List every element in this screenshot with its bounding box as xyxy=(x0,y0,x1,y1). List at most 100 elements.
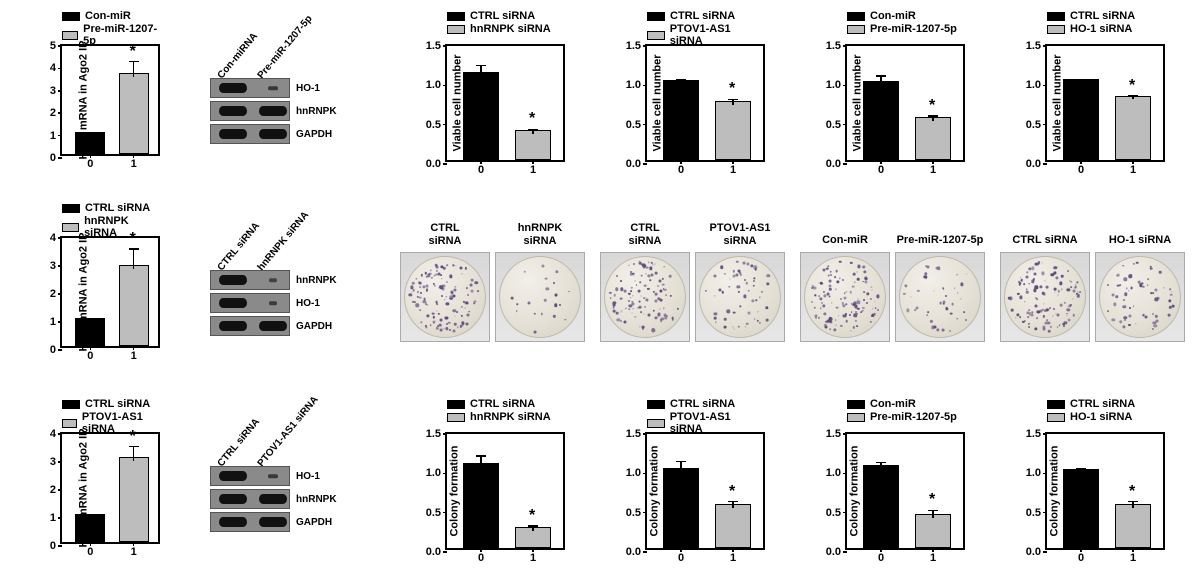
legend-swatch xyxy=(447,413,465,422)
plate-header: CTRLsiRNA xyxy=(628,222,661,247)
blot-row-label: hnRNPK xyxy=(296,494,337,505)
blot-row: HO-1 xyxy=(210,466,337,486)
plate-header: PTOV1-AS1siRNA xyxy=(710,222,771,247)
y-tick-label: 0.5 xyxy=(426,507,447,519)
legend-swatch xyxy=(1047,12,1065,21)
legend-label: Pre-miR-1207-5p xyxy=(870,411,957,423)
y-tick-label: 0.0 xyxy=(826,158,847,170)
y-tick-label: 0.0 xyxy=(1026,158,1047,170)
blot-row: HO-1 xyxy=(210,78,337,98)
y-tick-label: 1.0 xyxy=(1026,79,1047,91)
plot-area: Viable cell number0.00.51.01.50*1 xyxy=(645,44,765,162)
blot-row-label: hnRNPK xyxy=(296,106,337,117)
x-tick-label: 1 xyxy=(730,548,736,564)
x-tick-label: 1 xyxy=(131,154,137,170)
plot-area: Viable cell number0.00.51.01.50*1 xyxy=(445,44,565,162)
bar-chart: CTRL siRNAhnRNPK siRNAColony formation0.… xyxy=(445,432,565,550)
plate-header: CTRLsiRNA xyxy=(428,222,461,247)
legend-swatch xyxy=(1047,400,1065,409)
western-blot: CTRL siRNAhnRNPK siRNAhnRNPKHO-1GAPDH xyxy=(210,270,337,339)
blot-band xyxy=(219,494,247,504)
significance-star: * xyxy=(130,44,136,60)
blot-lane-header: Con-miRNA xyxy=(216,31,260,81)
y-tick-label: 2 xyxy=(50,288,62,300)
colony-plate xyxy=(800,252,890,342)
dish xyxy=(1004,256,1086,338)
legend-label: Pre-miR-1207-5p xyxy=(870,23,957,35)
y-tick-label: 0.0 xyxy=(626,546,647,558)
y-tick-label: 0.5 xyxy=(826,507,847,519)
x-tick-label: 1 xyxy=(131,346,137,362)
y-tick-label: 1.0 xyxy=(426,467,447,479)
y-tick-label: 0.0 xyxy=(1026,546,1047,558)
blot-band xyxy=(219,129,247,139)
blot-gel xyxy=(210,293,290,313)
blot-gel xyxy=(210,512,290,532)
x-tick-label: 1 xyxy=(131,542,137,558)
bar xyxy=(119,457,149,542)
x-tick-label: 1 xyxy=(530,160,536,176)
chart-legend: CTRL siRNAHO-1 siRNA xyxy=(1047,10,1135,36)
y-tick-label: 0.0 xyxy=(426,546,447,558)
legend-label: CTRL siRNA xyxy=(670,398,735,410)
x-tick-label: 1 xyxy=(1130,160,1136,176)
colony-plate xyxy=(895,252,985,342)
bar-chart: CTRL siRNAHO-1 siRNAViable cell number0.… xyxy=(1045,44,1165,162)
blot-row-label: HO-1 xyxy=(296,298,320,309)
blot-row: GAPDH xyxy=(210,124,337,144)
bar-chart: Con-miRPre-miR-1207-5pHO-1 mRNA in Ago2 … xyxy=(60,44,160,156)
legend-swatch xyxy=(647,31,665,40)
x-tick-label: 1 xyxy=(530,548,536,564)
blot-row: hnRNPK xyxy=(210,270,337,290)
significance-star: * xyxy=(1129,78,1135,94)
legend-label: CTRL siRNA xyxy=(1070,10,1135,22)
y-tick-label: 1.5 xyxy=(626,40,647,52)
colony-plate xyxy=(695,252,785,342)
y-tick-label: 0 xyxy=(50,540,62,552)
legend-label: CTRL siRNA xyxy=(470,10,535,22)
blot-row: GAPDH xyxy=(210,512,337,532)
y-tick-label: 1.5 xyxy=(1026,40,1047,52)
y-axis-label: Colony formation xyxy=(449,445,461,536)
legend-label: hnRNPK siRNA xyxy=(470,23,551,35)
blot-band xyxy=(219,275,247,285)
bar-chart: CTRL siRNAPTOV1-AS1 siRNAHO-1 mRNA in Ag… xyxy=(60,432,160,544)
plate-header: Pre-miR-1207-5p xyxy=(897,234,984,247)
plot-area: Colony formation0.00.51.01.50*1 xyxy=(845,432,965,550)
blot-row-label: HO-1 xyxy=(296,471,320,482)
blot-band xyxy=(269,278,277,282)
bar xyxy=(663,468,699,548)
blot-row-label: GAPDH xyxy=(296,517,332,528)
x-tick-label: 1 xyxy=(1130,548,1136,564)
blot-row-label: GAPDH xyxy=(296,129,332,140)
bar-chart: CTRL siRNAhnRNPK siRNAHO-1 mRNA in Ago2 … xyxy=(60,236,160,348)
plot-area: Colony formation0.00.51.01.50*1 xyxy=(1045,432,1165,550)
y-tick-label: 2 xyxy=(50,484,62,496)
colony-plate xyxy=(495,252,585,342)
bar-chart: Con-miRPre-miR-1207-5pViable cell number… xyxy=(845,44,965,162)
y-axis-label: Colony formation xyxy=(1049,445,1061,536)
significance-star: * xyxy=(529,111,535,127)
bar xyxy=(1063,79,1099,160)
y-tick-label: 0 xyxy=(50,344,62,356)
x-tick-label: 0 xyxy=(678,160,684,176)
legend-swatch xyxy=(62,12,80,21)
significance-star: * xyxy=(929,98,935,114)
legend-swatch xyxy=(847,12,865,21)
x-tick-label: 1 xyxy=(930,160,936,176)
blot-band xyxy=(219,83,247,93)
plot-area: HO-1 mRNA in Ago2 IP012340*1 xyxy=(60,432,160,544)
y-axis-label: Colony formation xyxy=(649,445,661,536)
y-tick-label: 4 xyxy=(50,62,62,74)
blot-row-label: HO-1 xyxy=(296,83,320,94)
x-tick-label: 0 xyxy=(1078,548,1084,564)
blot-row: hnRNPK xyxy=(210,489,337,509)
y-tick-label: 1.5 xyxy=(426,40,447,52)
x-tick-label: 0 xyxy=(1078,160,1084,176)
plate-header: hnRNPKsiRNA xyxy=(518,222,563,247)
colony-plate xyxy=(400,252,490,342)
blot-row: hnRNPK xyxy=(210,101,337,121)
colony-plate xyxy=(1000,252,1090,342)
significance-star: * xyxy=(729,484,735,500)
blot-gel xyxy=(210,124,290,144)
